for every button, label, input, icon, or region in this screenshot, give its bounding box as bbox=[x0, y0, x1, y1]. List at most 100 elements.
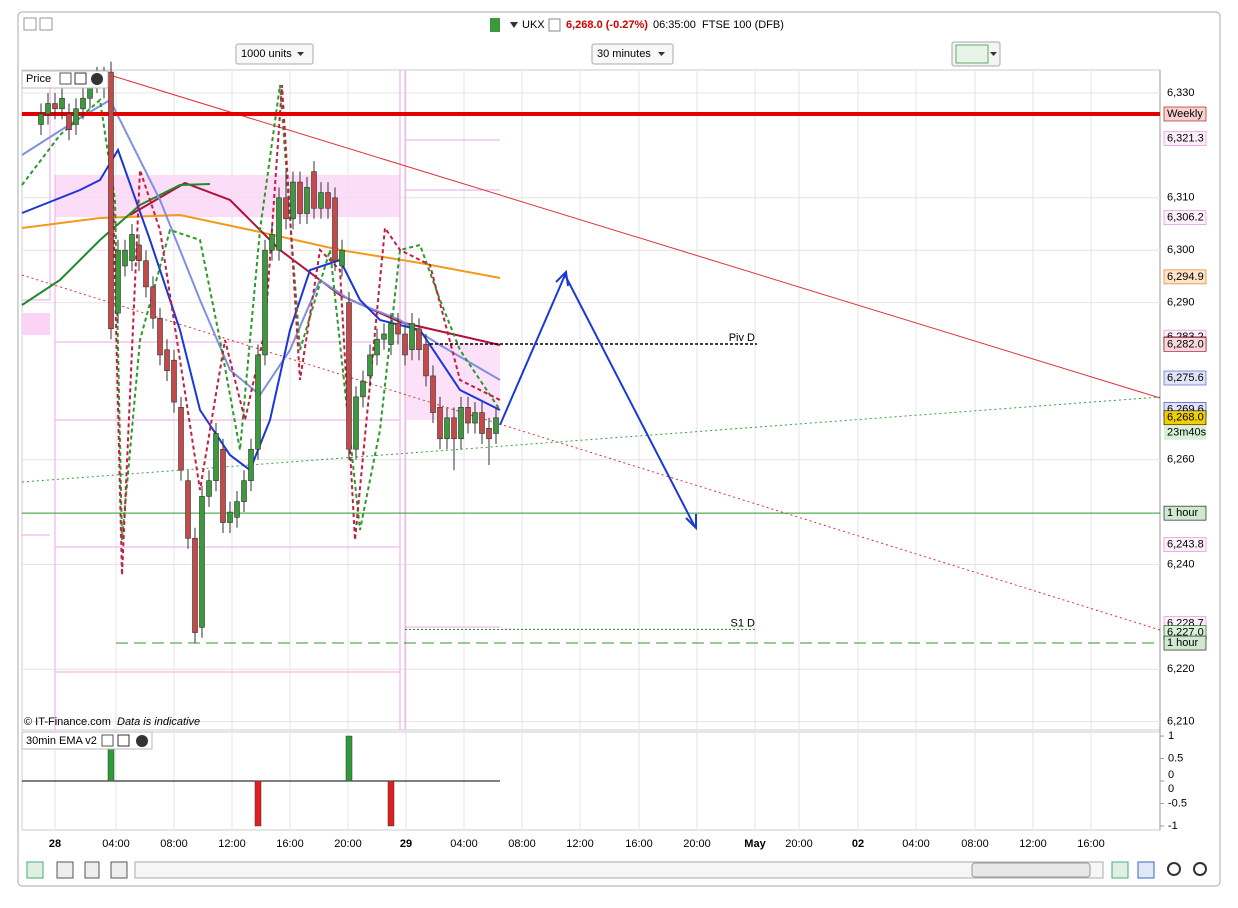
units-value[interactable]: 1000 units bbox=[241, 48, 292, 60]
candle-body bbox=[38, 113, 44, 125]
x-tick-label: 08:00 bbox=[160, 838, 188, 850]
units-dropdown[interactable]: 1000 units bbox=[235, 43, 314, 65]
dropdown-box[interactable] bbox=[235, 43, 314, 65]
instrument-name: FTSE 100 (DFB) bbox=[702, 19, 784, 31]
symbol: UKX bbox=[522, 19, 545, 31]
x-tick-label: May bbox=[744, 838, 766, 850]
y-tick-label: 0 bbox=[1168, 769, 1174, 781]
candle-body bbox=[157, 317, 163, 356]
candle-body bbox=[339, 249, 345, 267]
price-label: 1 hour bbox=[1167, 637, 1199, 649]
pivot-label: Piv D bbox=[729, 332, 755, 344]
candle-body bbox=[444, 417, 450, 440]
ma-line bbox=[21, 84, 501, 541]
interval-value[interactable]: 30 minutes bbox=[597, 48, 651, 60]
candle-body bbox=[332, 197, 338, 261]
panel-label: 30min EMA v2 bbox=[26, 735, 97, 747]
tool-button[interactable] bbox=[26, 861, 44, 879]
tool-button[interactable] bbox=[110, 861, 128, 879]
price-label-box bbox=[1163, 337, 1207, 352]
scroll-thumb[interactable] bbox=[971, 862, 1091, 878]
interval-dropdown[interactable]: 30 minutes bbox=[591, 43, 674, 65]
close-button[interactable] bbox=[136, 735, 148, 747]
candles bbox=[38, 61, 499, 644]
price-label-box bbox=[1163, 210, 1207, 226]
indicator-button[interactable] bbox=[951, 41, 1001, 67]
zoom-out[interactable] bbox=[1167, 862, 1181, 876]
bottom-toolbar bbox=[26, 861, 1207, 879]
candle-body bbox=[304, 187, 310, 214]
button-icon[interactable] bbox=[955, 44, 989, 64]
close-button[interactable] bbox=[91, 73, 103, 85]
settings-button[interactable] bbox=[59, 72, 72, 85]
x-tick-label: 04:00 bbox=[450, 838, 478, 850]
price-label-box bbox=[1163, 635, 1207, 651]
dropdown-arrow[interactable] bbox=[297, 52, 304, 56]
x-tick-label: 12:00 bbox=[1019, 838, 1047, 850]
trend-line bbox=[21, 274, 1161, 631]
candle-body bbox=[360, 380, 366, 398]
panel-label-box bbox=[21, 731, 153, 750]
candle-body bbox=[220, 448, 226, 523]
price: 6,268.0 (-0.27%) bbox=[566, 19, 648, 31]
y-tick-label: 6,240 bbox=[1167, 558, 1195, 570]
price-label: 6,321.3 bbox=[1167, 133, 1204, 145]
pivot-zone bbox=[55, 175, 400, 217]
y-tick-label: 6,260 bbox=[1167, 454, 1195, 466]
y-tick-label: 6,210 bbox=[1167, 716, 1195, 728]
candle-body bbox=[143, 260, 149, 288]
candle-body bbox=[409, 323, 415, 351]
y-tick-label: 6,300 bbox=[1167, 244, 1195, 256]
candle-body bbox=[185, 480, 191, 539]
dropdown-box[interactable] bbox=[591, 43, 674, 65]
x-tick-label: 29 bbox=[400, 838, 412, 850]
tool-button[interactable] bbox=[1111, 861, 1129, 879]
dropdown-arrow[interactable] bbox=[658, 52, 665, 56]
candle-body bbox=[325, 192, 331, 209]
window-button[interactable] bbox=[117, 734, 130, 747]
y-tick-label: 6,330 bbox=[1167, 87, 1195, 99]
candle-body bbox=[472, 412, 478, 424]
pivot-zone bbox=[405, 343, 500, 420]
candle-body bbox=[136, 244, 142, 261]
candle-body bbox=[52, 103, 58, 110]
time: 06:35:00 bbox=[653, 19, 696, 31]
tool-button[interactable] bbox=[1137, 861, 1155, 879]
candle-body bbox=[318, 192, 324, 209]
settings-button[interactable] bbox=[101, 734, 114, 747]
candle-body bbox=[458, 407, 464, 440]
candle-body bbox=[150, 286, 156, 319]
candle-body bbox=[199, 496, 205, 628]
dropdown-arrow[interactable] bbox=[510, 22, 518, 28]
price-label-box bbox=[1163, 505, 1207, 521]
candle-body bbox=[269, 234, 275, 251]
window-button[interactable] bbox=[39, 17, 53, 31]
x-tick-label: 12:00 bbox=[218, 838, 246, 850]
x-tick-label: 16:00 bbox=[1077, 838, 1105, 850]
signal-bar bbox=[345, 735, 353, 782]
candle-body bbox=[486, 427, 492, 440]
y-tick-label: 0.5 bbox=[1168, 752, 1183, 764]
info-button[interactable] bbox=[548, 18, 561, 32]
x-tick-label: 16:00 bbox=[276, 838, 304, 850]
price-label-box bbox=[1163, 269, 1207, 285]
candle-body bbox=[227, 511, 233, 523]
y-tick-label: 6,290 bbox=[1167, 296, 1195, 308]
candle-body bbox=[416, 328, 422, 351]
zoom-in[interactable] bbox=[1193, 862, 1207, 876]
candle-body bbox=[178, 407, 184, 471]
candle-body bbox=[59, 97, 65, 110]
tool-button[interactable] bbox=[56, 861, 74, 879]
ma-line bbox=[109, 71, 501, 576]
window-button[interactable] bbox=[74, 72, 87, 85]
window-button[interactable] bbox=[23, 17, 37, 31]
price-label: Weekly bbox=[1167, 108, 1203, 120]
tool-button[interactable] bbox=[84, 861, 100, 879]
candle-body bbox=[374, 338, 380, 356]
scrollbar[interactable] bbox=[134, 861, 1104, 879]
price-label: 6,268.0 bbox=[1167, 412, 1204, 424]
dropdown-arrow[interactable] bbox=[990, 52, 997, 56]
candle-body bbox=[45, 103, 51, 115]
candle-body bbox=[479, 412, 485, 434]
